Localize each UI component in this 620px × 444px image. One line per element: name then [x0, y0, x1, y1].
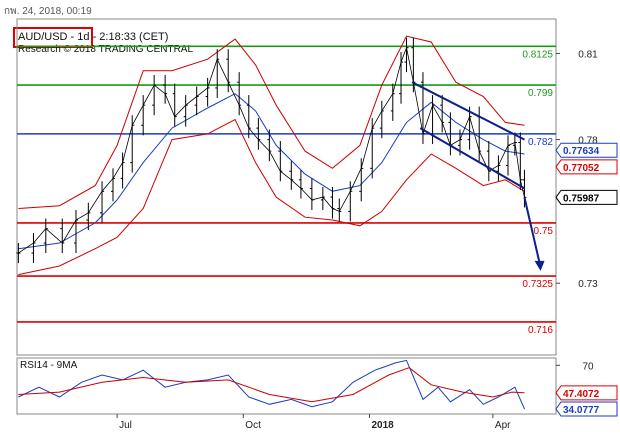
rsi-tag-0: 47.4072: [555, 385, 618, 401]
price-tag-label-2: 0.75987: [563, 193, 600, 204]
forecast-arrow-head: [534, 260, 545, 271]
price-panel-frame: [16, 18, 557, 356]
y-tick-label-3: 0.73: [578, 279, 598, 290]
price-close-line: [18, 46, 525, 254]
datestamp: กพ. 24, 2018, 00:19: [4, 6, 92, 17]
price-tag-box-0: [555, 142, 618, 158]
channel-lower-line: [419, 127, 526, 190]
moving-average-line: [18, 93, 525, 250]
level-label-1: 0.799: [528, 88, 553, 99]
rsi-tag-label-0: 47.4072: [563, 389, 600, 400]
rsi-panel-frame: [16, 357, 557, 415]
x-tick-label-1: Oct: [245, 420, 261, 431]
rsi-tag-box-0: [555, 385, 618, 401]
level-label-0: 0.8125: [522, 49, 553, 60]
y-tick-label-1: 0.78: [578, 136, 598, 147]
price-tags: 0.77634 0.77052 0.75987 47.4072 34.0777: [555, 142, 618, 417]
level-label-4: 0.7325: [522, 279, 553, 290]
rsi-y-tick-label-0: 70: [582, 361, 594, 372]
rsi-ma-line: [18, 367, 525, 403]
price-tag-label-1: 0.77052: [563, 163, 600, 174]
bollinger-lower-line: [18, 118, 525, 276]
rsi-lines: [18, 359, 525, 410]
indicator-lines: [18, 35, 525, 276]
price-tag-0: 0.77634: [555, 142, 618, 158]
price-tag-1: 0.77052: [555, 159, 618, 175]
x-tick-label-3: Apr: [495, 420, 511, 431]
price-tag-box-2: [555, 189, 618, 205]
symbol-timeframe-label: AUD/USD - 1d - 2:18:33 (CET): [18, 31, 169, 43]
bollinger-upper-line: [18, 35, 525, 209]
rsi-tag-box-1: [555, 401, 618, 417]
level-label-5: 0.716: [528, 325, 553, 336]
panel-frames: [16, 18, 557, 415]
rsi-tag-label-1: 34.0777: [563, 405, 600, 416]
trend-overlay: [411, 81, 545, 271]
rsi-line: [18, 359, 525, 410]
rsi-tag-1: 34.0777: [555, 401, 618, 417]
rsi-panel-title: RSI14 - 9MA: [20, 360, 78, 371]
x-tick-label-2: 2018: [371, 420, 394, 431]
research-credit: Research © 2018 TRADING CENTRAL: [18, 44, 194, 55]
price-tag-box-1: [555, 159, 618, 175]
price-tag-label-0: 0.77634: [563, 146, 600, 157]
price-tag-2: 0.75987: [555, 189, 618, 205]
level-label-3: 0.75: [534, 226, 554, 237]
x-tick-label-0: Jul: [119, 420, 132, 431]
forecast-arrow-shaft: [523, 197, 541, 264]
y-tick-label-0: 0.81: [578, 49, 598, 60]
level-lines: 0.8125 0.799 0.782 0.75 0.7325 0.716: [17, 45, 556, 336]
price-bars: [16, 37, 527, 264]
channel-upper-line: [411, 81, 525, 141]
level-label-2: 0.782: [528, 137, 553, 148]
